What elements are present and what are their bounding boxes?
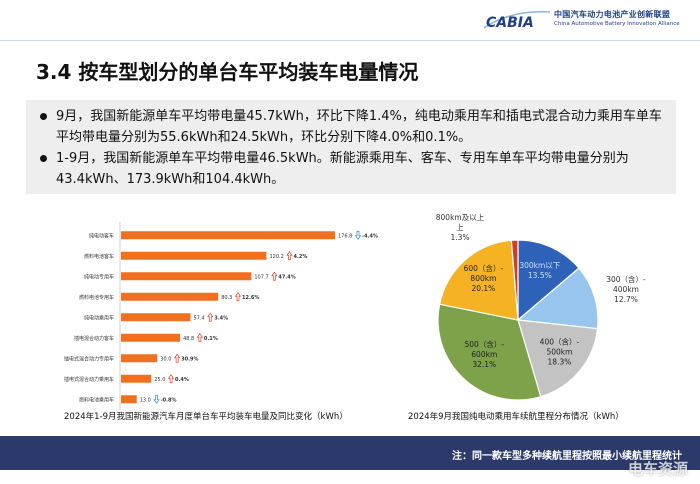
summary-box: 9月，我国新能源单车平均带电量45.7kWh，环比下降1.4%，纯电动乘用车和插… <box>26 100 676 194</box>
bar-value-label: 176.8 <box>338 233 352 239</box>
arrow-up-icon <box>286 251 293 261</box>
bar-category-label: 燃料电池客车 <box>84 253 114 260</box>
pie-label: 32.1% <box>472 360 496 369</box>
pie-slice <box>517 239 580 322</box>
bar-category-label: 燃料电池乘用车 <box>79 396 114 403</box>
pie-label: 18.3% <box>548 358 572 367</box>
pie-label: 300（含）- <box>606 274 646 284</box>
bar-change-label: -0.8% <box>161 397 177 403</box>
bar-category-label: 插电式混合动力乘用车 <box>64 376 114 383</box>
bullet-september: 9月，我国新能源单车平均带电量45.7kWh，环比下降1.4%，纯电动乘用车和插… <box>40 106 666 148</box>
arrow-up-icon <box>271 271 278 281</box>
pie-label: 300km以下 <box>519 261 560 270</box>
arrow-up-icon <box>207 312 214 322</box>
bar-category-label: 纯电动乘用车 <box>84 314 114 321</box>
watermark: 电车资源 <box>627 460 688 478</box>
slide-title: 3.4 按车型划分的单台车平均装车电量情况 <box>36 60 419 84</box>
pie-label: 20.1% <box>471 284 495 293</box>
pie-label: 800km及以上 <box>436 213 485 222</box>
bar-value-label: 48.8 <box>183 336 194 342</box>
pie-slice <box>516 267 599 330</box>
bar <box>121 292 219 301</box>
bar-category-label: 燃料电池专用车 <box>79 294 114 301</box>
pie-label: 600（含）- <box>464 263 504 273</box>
logo-text-en: China Automotive Battery Innovation Alli… <box>554 21 680 27</box>
pie-label: 400km <box>613 285 639 294</box>
bar-value-label: 57.4 <box>193 315 204 321</box>
bar <box>121 395 137 404</box>
bar <box>121 313 191 322</box>
bar <box>121 374 152 383</box>
bar-change-label: 12.6% <box>242 295 259 301</box>
bar-chart: 纯电动客车 176.8 -4.4% 燃料电池客车 120.2 4.2% 纯电动专用车 107.… <box>64 222 378 410</box>
bar-value-label: 13.0 <box>140 397 151 403</box>
top-bar: CABIA 中国汽车动力电池产业创新联盟 China Automotive Ba… <box>0 0 700 38</box>
pie-slice <box>517 319 599 398</box>
bar-change-label: 3.4% <box>214 315 228 321</box>
bar-change-label: -4.4% <box>362 233 378 239</box>
pie-label: 上 <box>456 223 464 232</box>
bullet-jan-sep: 1-9月，我国新能源单车平均带电量46.5kWh。新能源乘用车、客车、专用车单车… <box>40 148 666 190</box>
arrow-down-icon <box>153 394 160 404</box>
pie-slice <box>510 239 519 321</box>
pie-label: 1.3% <box>450 233 469 242</box>
bar-change-label: 0.4% <box>175 377 189 383</box>
pie-label: 500km <box>546 348 572 357</box>
footer-note: 注：同一款车型多种续航里程按照最小续航里程统计 <box>452 451 682 462</box>
bar-change-label: 30.9% <box>181 356 198 362</box>
cabia-logo-icon: CABIA <box>483 11 551 31</box>
bar <box>121 272 252 281</box>
pie-label: 500（含）- <box>465 339 505 349</box>
bar-chart-caption: 2024年1-9月我国新能源汽车月度单台车平均装车电量及同比变化（kWh） <box>64 412 348 422</box>
arrow-up-icon <box>196 333 204 343</box>
bar-change-label: 4.2% <box>293 254 307 260</box>
header-divider <box>0 40 700 41</box>
bar <box>121 251 267 260</box>
arrow-up-icon <box>167 374 175 384</box>
bar-value-label: 25.0 <box>154 377 165 383</box>
bar-value-label: 80.3 <box>221 295 232 301</box>
bar <box>121 333 181 342</box>
bar-category-label: 纯电动专用车 <box>84 273 114 280</box>
bar-change-label: 47.4% <box>278 274 295 280</box>
pie-label: 800km <box>470 274 496 283</box>
logo-text-cn: 中国汽车动力电池产业创新联盟 <box>554 10 671 19</box>
pie-label: 12.7% <box>614 295 638 304</box>
bar <box>121 354 158 363</box>
bar-category-label: 插电混合动力客车 <box>74 335 114 342</box>
bar-value-label: 107.7 <box>254 274 268 280</box>
cabia-logo: CABIA 中国汽车动力电池产业创新联盟 China Automotive Ba… <box>480 8 690 34</box>
bar-change-label: 0.1% <box>204 336 218 342</box>
bar-value-label: 30.0 <box>160 356 171 362</box>
bar <box>121 231 335 240</box>
arrow-down-icon <box>354 230 362 240</box>
pie-label: 600km <box>471 350 497 359</box>
footer-bar: 注：同一款车型多种续航里程按照最小续航里程统计 <box>0 436 700 470</box>
arrow-up-icon <box>173 353 181 363</box>
bar-category-label: 插电式混合动力专用车 <box>64 355 114 362</box>
pie-chart-caption: 2024年9月我国纯电动乘用车续航里程分布情况（kWh） <box>408 412 624 422</box>
pie-label: 13.5% <box>528 271 552 280</box>
bar-category-label: 纯电动客车 <box>89 232 114 239</box>
logo-mark-text: CABIA <box>486 15 534 31</box>
pie-label: 400（含）- <box>540 337 580 347</box>
arrow-up-icon <box>234 292 242 302</box>
bar-value-label: 120.2 <box>269 254 283 260</box>
pie-slice <box>438 239 519 321</box>
pie-slice <box>437 303 542 401</box>
